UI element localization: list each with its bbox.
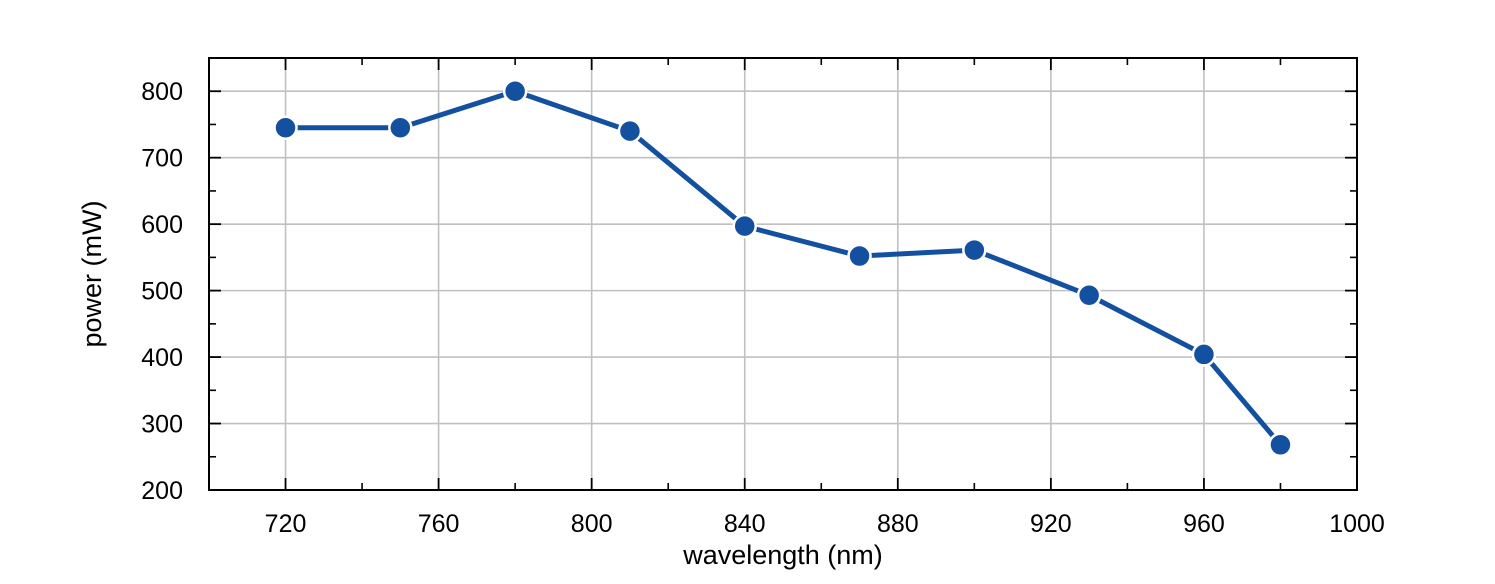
y-tick-label: 800 <box>141 78 183 106</box>
data-point <box>1191 342 1217 367</box>
grid-lines <box>209 58 1358 490</box>
y-tick-label: 500 <box>141 278 183 306</box>
y-tick-label: 300 <box>141 411 183 439</box>
y-tick-label: 700 <box>141 145 183 173</box>
x-tick-label: 880 <box>877 510 919 538</box>
x-tick-label: 1000 <box>1329 510 1385 538</box>
data-point <box>847 243 872 269</box>
data-point <box>962 237 987 263</box>
x-tick-label: 760 <box>418 510 460 538</box>
data-point <box>502 78 528 104</box>
plot-frame <box>208 57 1358 491</box>
data-point <box>273 115 298 141</box>
data-point <box>732 213 757 239</box>
data-point <box>1076 283 1102 308</box>
data-series <box>273 78 1293 458</box>
y-tick-label: 600 <box>141 211 183 239</box>
series-line <box>283 88 1283 448</box>
y-axis-title: power (mW) <box>77 201 107 348</box>
x-tick-label: 720 <box>265 510 307 538</box>
y-tick-label: 400 <box>141 344 183 372</box>
data-point <box>1268 432 1293 458</box>
y-tick-label: 200 <box>141 477 183 505</box>
x-axis-title: wavelength (nm) <box>682 540 883 570</box>
axis-ticks <box>209 58 1358 491</box>
data-point <box>388 115 413 141</box>
x-tick-label: 920 <box>1030 510 1072 538</box>
data-point <box>617 118 643 144</box>
x-tick-label: 840 <box>724 510 766 538</box>
x-tick-label: 960 <box>1183 510 1225 538</box>
tick-labels: 720 760 800 840 880 920 960 1000 200 300 400 500 600… <box>141 78 1385 538</box>
x-tick-label: 800 <box>571 510 613 538</box>
